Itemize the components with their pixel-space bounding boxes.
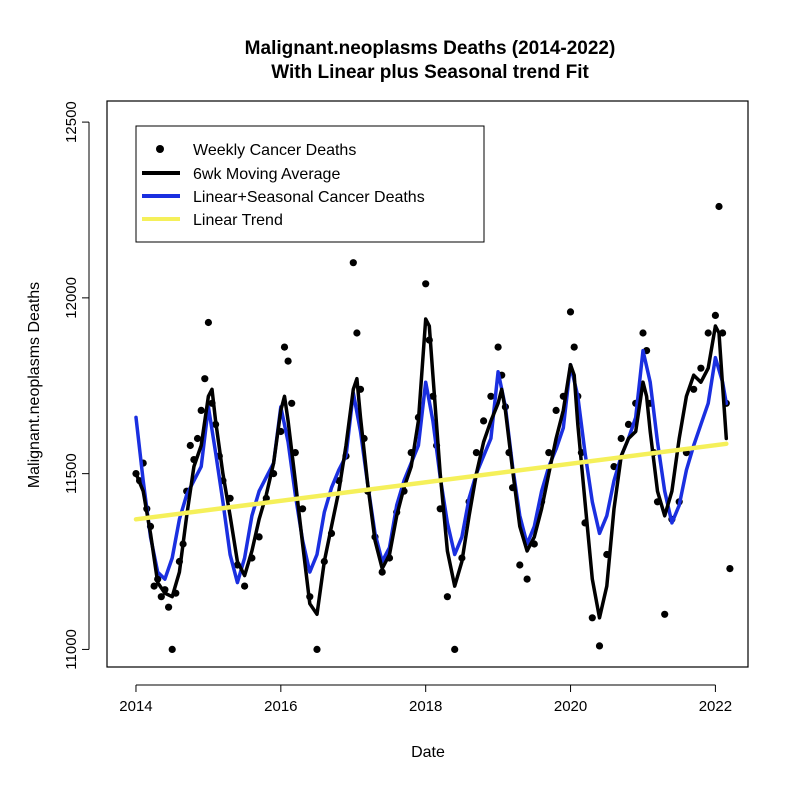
data-point (697, 364, 705, 372)
data-point (552, 406, 560, 414)
data-point (241, 582, 249, 590)
data-point (165, 603, 173, 611)
data-point (726, 565, 734, 573)
legend-item-linear-seasonal: Linear+Seasonal Cancer Deaths (142, 189, 425, 206)
data-point (715, 202, 723, 211)
legend-label-weekly: Weekly Cancer Deaths (193, 142, 356, 159)
series-line-6wk-moving-average (134, 317, 729, 620)
x-tick-label: 2014 (119, 698, 152, 715)
y-tick-label: 11500 (63, 453, 80, 494)
data-point (690, 385, 698, 393)
data-point (595, 642, 604, 650)
y-tick-label: 12000 (63, 277, 80, 319)
y-axis: 11000 11500 12000 12500 (63, 101, 90, 670)
data-point (494, 343, 502, 351)
data-point (378, 568, 386, 576)
data-point (711, 311, 720, 319)
data-point (704, 329, 712, 337)
data-point (280, 343, 289, 351)
data-point (639, 329, 647, 337)
data-point (523, 575, 531, 583)
data-point (661, 610, 669, 618)
data-point (193, 434, 202, 443)
series-line-linear-seasonal-cancer-deaths (134, 348, 729, 585)
data-point (588, 614, 596, 622)
data-point (349, 259, 357, 267)
legend-item-weekly: Weekly Cancer Deaths (156, 142, 356, 159)
data-point (443, 593, 451, 601)
plot-frame (106, 100, 749, 668)
x-tick-label: 2020 (554, 698, 587, 715)
data-point (487, 392, 495, 400)
x-axis-title: Date (411, 744, 445, 761)
data-point (451, 645, 459, 654)
data-point (201, 375, 209, 383)
plot-marks (132, 202, 734, 654)
legend-item-moving-average: 6wk Moving Average (142, 166, 340, 183)
legend-label-linear-seasonal: Linear+Seasonal Cancer Deaths (193, 189, 425, 206)
chart-legend: Weekly Cancer Deaths 6wk Moving Average … (135, 125, 485, 243)
data-point (284, 357, 292, 365)
data-point (624, 420, 633, 428)
data-point (617, 434, 625, 443)
data-point (480, 417, 488, 425)
data-point (186, 441, 194, 450)
legend-label-linear-trend: Linear Trend (193, 212, 283, 229)
x-tick-label: 2018 (409, 698, 442, 715)
data-point (288, 399, 296, 407)
chart-title: Malignant.neoplasms Deaths (2014-2022) (245, 38, 616, 59)
y-axis-title: Malignant.neoplasms Deaths (26, 282, 43, 488)
x-tick-label: 2016 (264, 698, 297, 715)
data-point (422, 280, 430, 288)
x-axis: 2014 2016 2018 2020 2022 (119, 684, 732, 715)
data-point (150, 582, 158, 590)
legend-item-linear-trend: Linear Trend (142, 212, 283, 229)
data-point (299, 505, 307, 513)
data-point (516, 561, 524, 569)
data-point (472, 449, 480, 457)
series-line-linear-trend (133, 441, 729, 522)
legend-label-moving-average: 6wk Moving Average (193, 166, 340, 183)
chart-subtitle: With Linear plus Seasonal trend Fit (271, 62, 589, 83)
data-point (545, 449, 553, 457)
legend-box (135, 125, 485, 243)
legend-symbol-point (156, 145, 164, 153)
data-point (157, 593, 165, 601)
y-tick-label: 12500 (63, 101, 80, 143)
y-tick-label: 11000 (63, 629, 80, 670)
data-point (313, 645, 321, 654)
data-point (353, 329, 361, 337)
x-tick-label: 2022 (699, 698, 732, 715)
data-point (204, 318, 212, 327)
data-point (168, 645, 176, 654)
data-point (566, 308, 575, 316)
data-point (570, 343, 578, 351)
data-point (197, 406, 205, 414)
